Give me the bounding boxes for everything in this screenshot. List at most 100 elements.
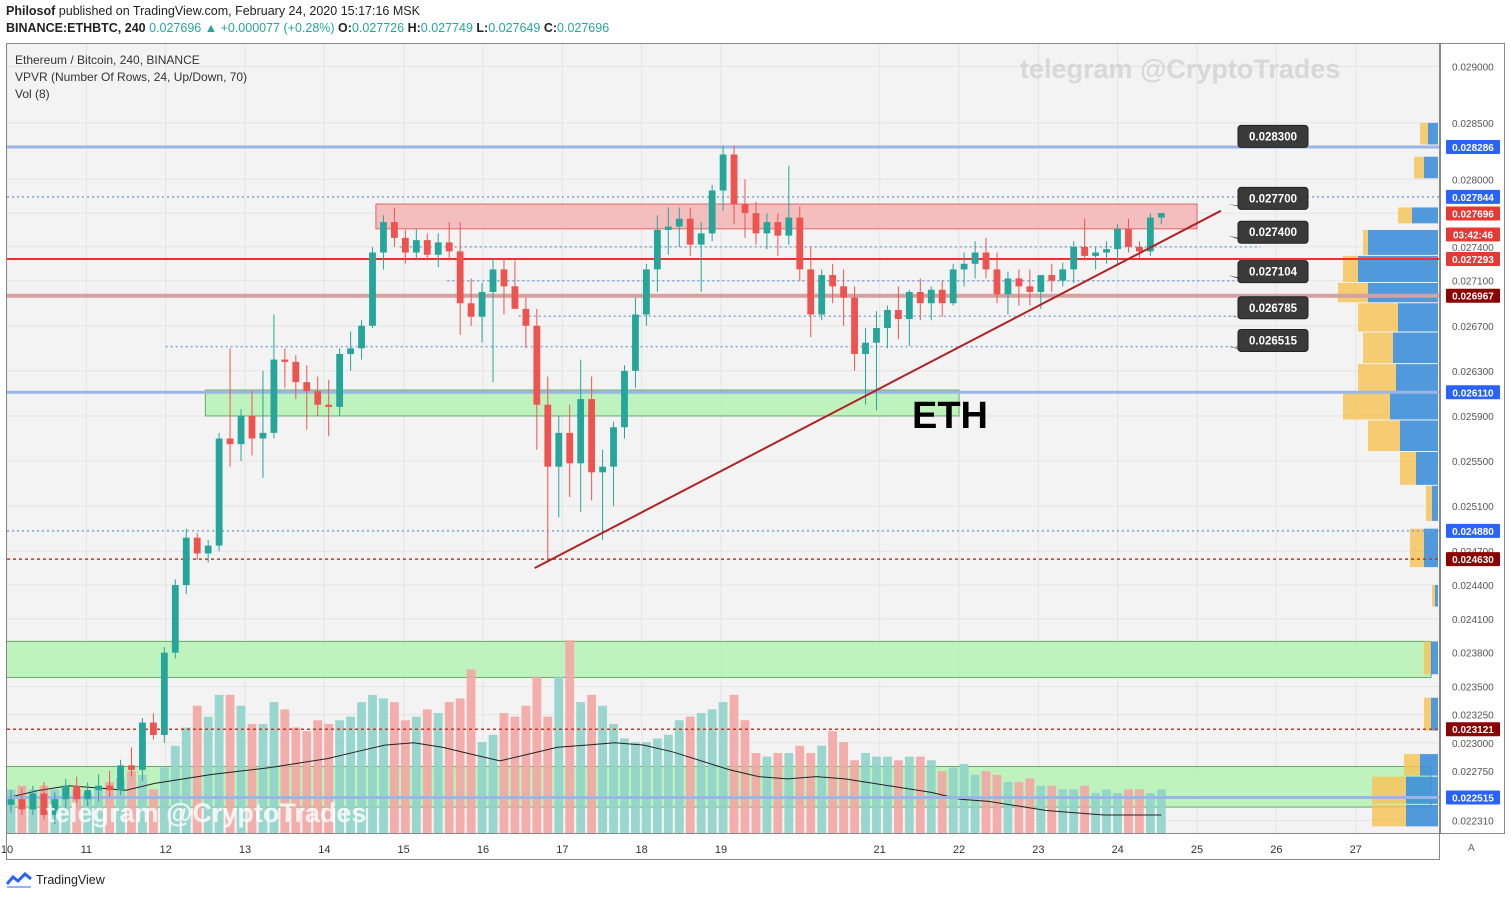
callout-label: 0.026515 — [1249, 335, 1298, 347]
horizontal-levels — [7, 145, 1439, 799]
price-tag — [1446, 385, 1500, 400]
vpvr-up-row — [1412, 207, 1438, 224]
candle-body — [1059, 269, 1067, 281]
candle-body — [303, 382, 311, 392]
callout-box — [1237, 186, 1309, 210]
time-axis-settings-icon[interactable]: A — [1468, 843, 1475, 854]
price-tick-label: 0.027100 — [1452, 277, 1494, 288]
candle-body — [752, 213, 760, 234]
volume-bar — [1080, 785, 1090, 833]
volume-bar — [400, 720, 410, 833]
tradingview-footer[interactable]: TradingView — [6, 872, 105, 888]
candle-body — [215, 438, 223, 546]
candle-body — [905, 291, 913, 320]
volume-bar — [1047, 785, 1057, 833]
vpvr-up-row — [1396, 364, 1438, 393]
volume-bar — [1091, 793, 1100, 833]
volume-bar — [379, 698, 388, 833]
candle-body — [7, 799, 15, 805]
candle-body — [982, 252, 990, 270]
volume-bar — [861, 753, 870, 833]
date-tick-label: 19 — [715, 844, 727, 856]
vpvr-up-row — [1406, 804, 1438, 827]
vpvr-down-row — [1363, 229, 1368, 255]
vpvr-up-row — [1420, 754, 1438, 776]
vpvr-up-row — [1400, 420, 1438, 452]
candle-body — [336, 353, 344, 407]
vpvr-up-row — [1435, 585, 1438, 607]
volume-bar — [773, 753, 783, 833]
author-name[interactable]: Philosof — [6, 4, 56, 18]
volume-bar — [510, 716, 520, 833]
candles — [7, 145, 1165, 824]
volume-bar — [225, 694, 235, 833]
vpvr-down-row — [1338, 282, 1368, 303]
vpvr-down-row — [1404, 754, 1420, 776]
candle-body — [588, 399, 596, 473]
volume-bar — [981, 771, 991, 833]
candle-body — [281, 359, 289, 362]
candle-body — [884, 310, 891, 329]
legend-line3: Vol (8) — [15, 87, 50, 101]
price-tick-label: 0.023000 — [1452, 739, 1494, 750]
candle-body — [774, 222, 782, 236]
open-value: 0.027726 — [351, 21, 405, 35]
volume-bar — [499, 713, 509, 833]
price-tick-label: 0.026700 — [1452, 322, 1494, 333]
volume-bar — [444, 702, 454, 833]
candle-body — [643, 269, 650, 315]
candle-body — [434, 242, 442, 255]
price-tag — [1446, 251, 1500, 266]
candle-body — [117, 765, 124, 791]
candle-body — [226, 438, 234, 445]
candle-body — [686, 218, 694, 245]
volume-bar — [390, 702, 399, 833]
volume-bar — [729, 694, 739, 833]
candle-body — [851, 297, 858, 354]
volume-bar — [477, 742, 487, 833]
candle-body — [467, 303, 475, 317]
vpvr-up-row — [1432, 485, 1438, 521]
volume-bar — [598, 705, 607, 833]
volume-bar — [280, 709, 290, 833]
vpvr-down-row — [1343, 393, 1390, 420]
candle-body — [621, 370, 628, 428]
publish-text: published on TradingView.com, February 2… — [58, 4, 420, 18]
candle-body — [314, 391, 322, 405]
candle-body — [325, 404, 333, 407]
candle-body — [807, 269, 815, 315]
volume-bar — [674, 720, 684, 833]
candle-body — [829, 275, 837, 287]
date-tick-label: 12 — [160, 844, 172, 856]
low-label: L: — [476, 21, 489, 35]
candle-body — [818, 275, 826, 315]
candle-body — [1114, 228, 1121, 250]
price-tick-label: 0.025100 — [1452, 502, 1494, 513]
high-value: 0.027749 — [420, 21, 473, 35]
price-tick-label: 0.028500 — [1452, 119, 1494, 130]
volume-bar — [652, 738, 662, 833]
date-tick-label: 22 — [953, 844, 965, 856]
candle-body — [916, 291, 924, 304]
candle-body — [785, 217, 793, 236]
volume-bar — [992, 774, 1002, 833]
candle-body — [840, 286, 848, 298]
candle-body — [160, 652, 168, 735]
price-tag — [1446, 552, 1500, 567]
time-axis[interactable] — [6, 833, 1440, 860]
vpvr-up-row — [1398, 303, 1438, 332]
price-axis[interactable] — [1440, 43, 1505, 834]
price-tick-label: 0.024100 — [1452, 615, 1494, 626]
callout-box — [1237, 220, 1309, 244]
candle-body — [237, 415, 245, 445]
volume-bar — [105, 782, 114, 833]
volume-bar — [61, 785, 71, 833]
candle-body — [566, 432, 574, 464]
volume-bar — [587, 694, 597, 833]
callout-label: 0.027700 — [1249, 193, 1297, 205]
vpvr-down-row — [1368, 420, 1400, 452]
volume-bar — [609, 723, 618, 833]
volume-bar — [948, 767, 958, 833]
volume-bar — [357, 702, 366, 833]
